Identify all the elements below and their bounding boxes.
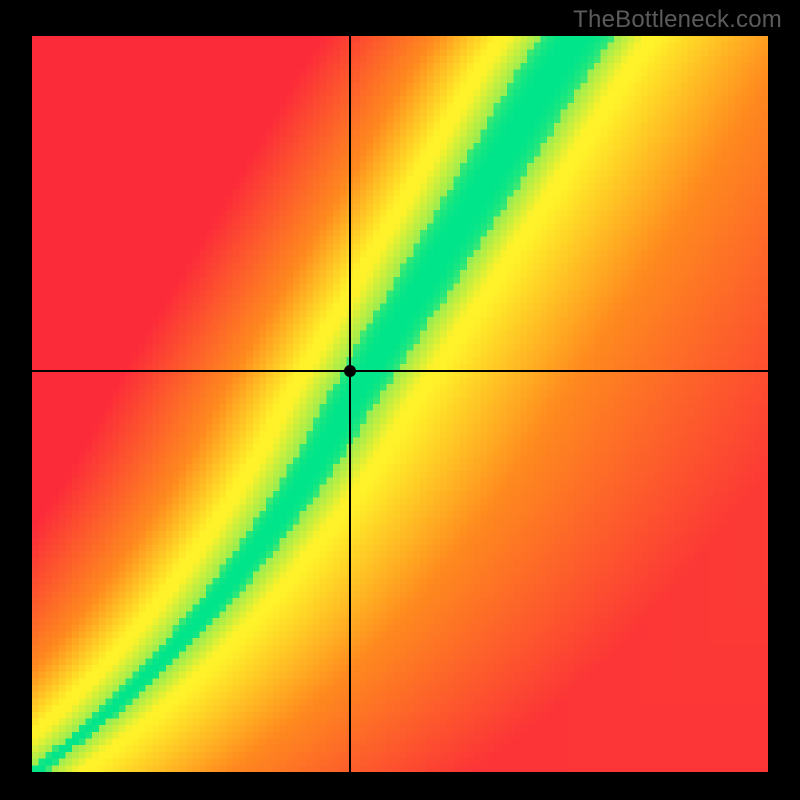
heatmap-chart xyxy=(32,36,768,772)
crosshair-dot xyxy=(344,365,356,377)
crosshair-horizontal xyxy=(32,370,768,372)
watermark-text: TheBottleneck.com xyxy=(573,6,782,34)
heatmap-canvas xyxy=(32,36,768,772)
crosshair-vertical xyxy=(349,36,351,772)
